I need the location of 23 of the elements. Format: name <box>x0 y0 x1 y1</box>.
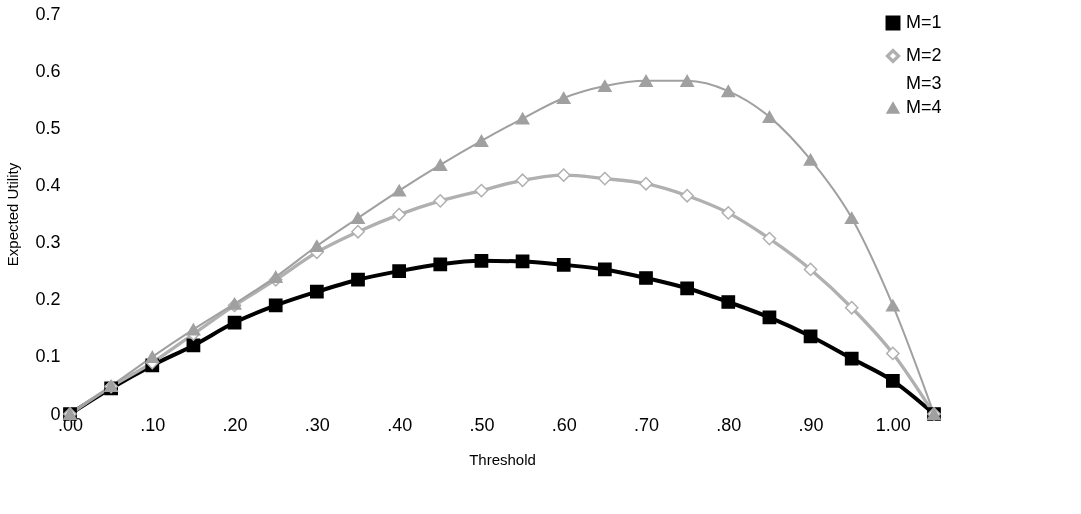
x-tick-label: .20 <box>222 414 248 435</box>
y-tick-label: 0.3 <box>35 232 61 253</box>
legend-label: M=4 <box>906 97 942 117</box>
legend-label: M=2 <box>906 45 942 65</box>
x-tick-label: .70 <box>633 414 660 435</box>
y-axis-title: Expected Utility <box>4 162 22 267</box>
x-tick-label: .60 <box>551 414 577 435</box>
text: M=3 <box>906 73 942 93</box>
x-tick-label: 1.00 <box>875 414 911 435</box>
y-tick-label: 0.5 <box>35 117 61 138</box>
x-tick-label: .30 <box>304 414 330 435</box>
y-tick-label: 0.7 <box>35 3 61 24</box>
y-tick-label: 0.2 <box>35 289 61 310</box>
y-tick-label: 0.1 <box>35 346 61 367</box>
x-tick-label: .90 <box>798 414 824 435</box>
y-tick-label: 0.4 <box>35 174 61 195</box>
x-tick-label: .10 <box>140 414 166 435</box>
legend-label: M=1 <box>906 12 942 32</box>
x-tick-label: .80 <box>716 414 742 435</box>
x-tick-label: .40 <box>387 414 413 435</box>
y-tick-label: 0.6 <box>35 60 61 81</box>
x-tick-label: .50 <box>469 414 495 435</box>
x-axis-title: Threshold <box>469 450 536 468</box>
